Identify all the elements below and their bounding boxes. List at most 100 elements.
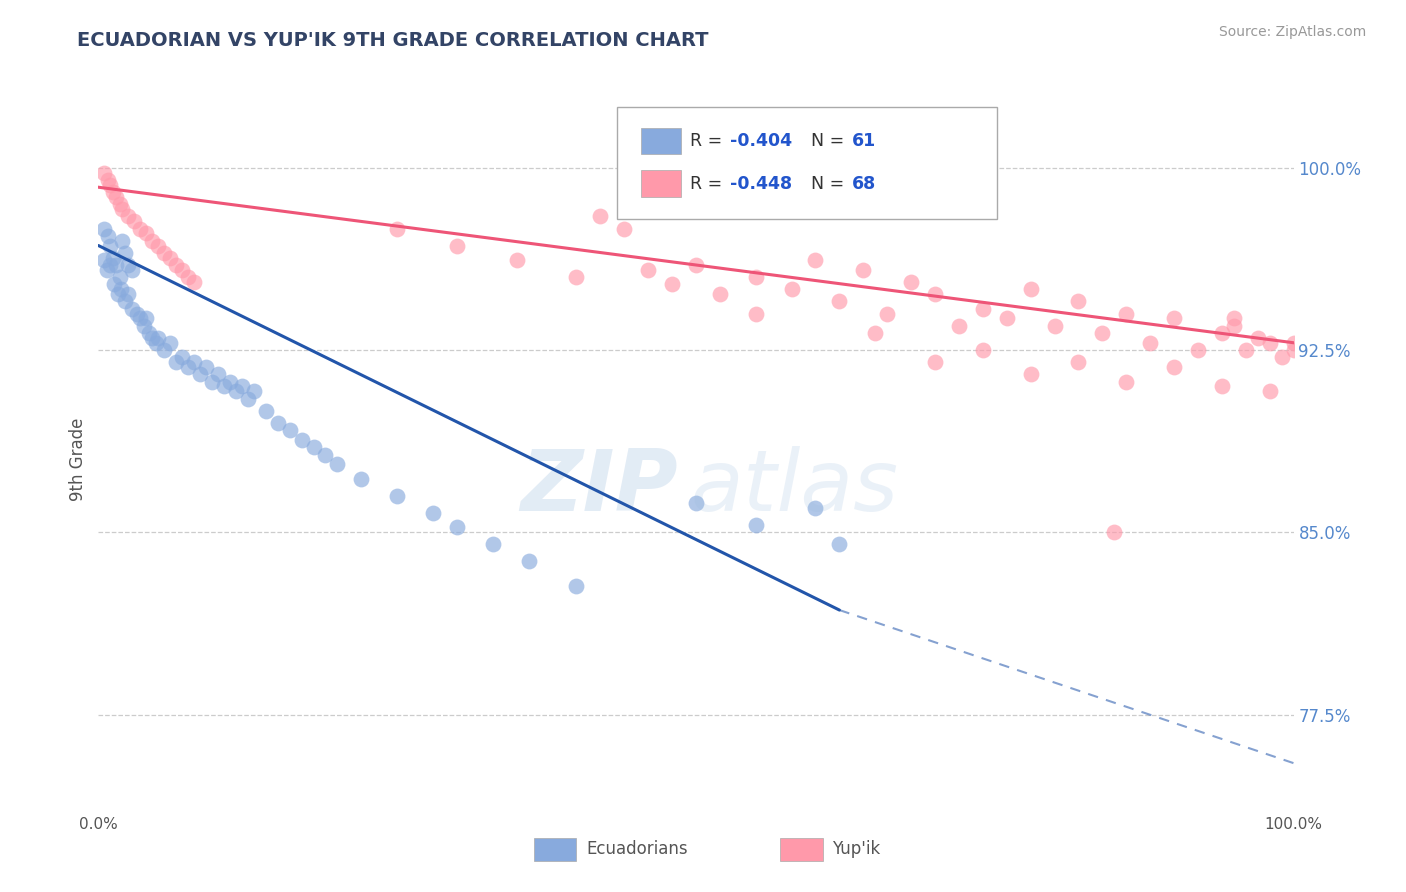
Point — [1115, 375, 1137, 389]
Point — [565, 270, 588, 285]
Point — [148, 238, 170, 252]
Point — [291, 433, 314, 447]
Point — [924, 287, 946, 301]
Point — [1223, 311, 1246, 326]
Point — [145, 335, 167, 350]
Point — [219, 375, 242, 389]
Text: 68: 68 — [852, 175, 876, 193]
Point — [828, 294, 851, 309]
Point — [188, 368, 211, 382]
Point — [350, 472, 373, 486]
Point — [129, 311, 152, 326]
Point — [183, 355, 205, 369]
Point — [972, 343, 994, 357]
Point — [315, 448, 337, 462]
Point — [165, 355, 187, 369]
Point — [804, 253, 827, 268]
Point — [153, 245, 176, 260]
Point — [1282, 343, 1305, 357]
Point — [159, 335, 181, 350]
Point — [93, 166, 115, 180]
Point — [745, 307, 768, 321]
Point — [172, 351, 194, 365]
Point — [93, 253, 115, 268]
Point — [121, 301, 143, 316]
Point — [159, 251, 181, 265]
Point — [117, 258, 139, 272]
Point — [138, 326, 160, 340]
Point — [1115, 307, 1137, 321]
Point — [1258, 335, 1281, 350]
Text: 61: 61 — [852, 132, 876, 150]
Point — [1258, 384, 1281, 399]
Point — [385, 489, 409, 503]
Point — [1223, 318, 1246, 333]
Point — [114, 245, 136, 260]
Point — [98, 178, 122, 192]
Point — [1067, 355, 1090, 369]
Point — [177, 359, 200, 374]
Point — [1019, 282, 1042, 296]
Point — [97, 228, 120, 243]
Point — [900, 275, 922, 289]
Point — [207, 368, 229, 382]
Point — [1019, 368, 1042, 382]
Point — [183, 275, 205, 289]
Point — [685, 258, 707, 272]
Point — [231, 379, 253, 393]
Point — [1282, 335, 1305, 350]
Point — [565, 579, 588, 593]
Point — [96, 263, 118, 277]
Point — [111, 234, 134, 248]
Point — [212, 379, 235, 393]
Point — [637, 263, 659, 277]
Point — [117, 210, 139, 224]
Point — [129, 221, 152, 235]
Point — [254, 404, 277, 418]
Point — [114, 294, 136, 309]
Point — [236, 392, 259, 406]
Point — [709, 287, 731, 301]
Point — [1271, 351, 1294, 365]
Point — [117, 287, 139, 301]
Point — [225, 384, 247, 399]
Text: N =: N = — [811, 132, 851, 150]
Text: Yup'ik: Yup'ik — [832, 840, 880, 858]
Point — [165, 258, 187, 272]
Point — [103, 277, 125, 292]
Point — [661, 277, 683, 292]
Point — [111, 202, 134, 216]
Text: ZIP: ZIP — [520, 446, 678, 529]
Point — [132, 318, 155, 333]
Point — [135, 311, 157, 326]
Point — [745, 518, 768, 533]
Point — [101, 251, 124, 265]
Text: -0.404: -0.404 — [730, 132, 792, 150]
Point — [302, 440, 325, 454]
Point — [98, 258, 122, 272]
Point — [828, 537, 851, 551]
Point — [1163, 359, 1185, 374]
Point — [110, 282, 132, 296]
Point — [1091, 326, 1114, 340]
Point — [97, 173, 120, 187]
Point — [125, 307, 148, 321]
Point — [1187, 343, 1209, 357]
Point — [135, 227, 157, 241]
Text: Source: ZipAtlas.com: Source: ZipAtlas.com — [1219, 25, 1367, 39]
Point — [876, 307, 898, 321]
Point — [108, 197, 131, 211]
Point — [506, 253, 529, 268]
Point — [385, 221, 409, 235]
Point — [107, 287, 129, 301]
Point — [177, 270, 200, 285]
Point — [852, 263, 875, 277]
Point — [446, 520, 468, 534]
Point — [93, 221, 115, 235]
Point — [121, 263, 143, 277]
Point — [124, 214, 146, 228]
Point — [105, 258, 128, 272]
Point — [141, 234, 163, 248]
Point — [517, 554, 540, 568]
Point — [101, 185, 124, 199]
